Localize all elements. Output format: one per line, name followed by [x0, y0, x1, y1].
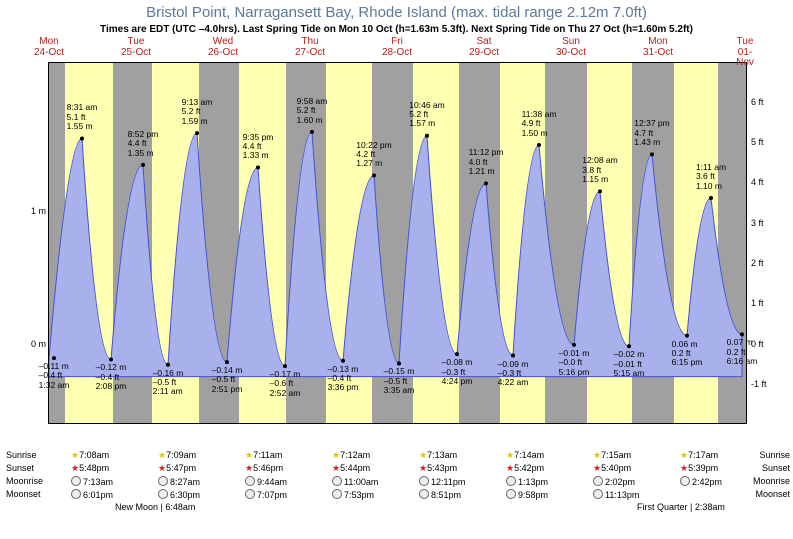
footer-cell: ★7:17am	[680, 450, 718, 461]
tide-peak-label: –0.02 m–0.01 ft5:15 am	[614, 350, 645, 378]
footer-label: Sunset	[6, 463, 34, 473]
footer-cell: ★7:08am	[71, 450, 109, 461]
footer-cell: ★5:39pm	[680, 463, 718, 474]
tide-peak-label: 9:13 am5.2 ft1.59 m	[182, 98, 213, 126]
footer-cell: 11:13pm	[593, 489, 639, 500]
tide-peak-label: –0.13 m–0.4 ft3:36 pm	[328, 365, 359, 393]
footer-row-sunset: SunsetSunset★5:48pm★5:47pm★5:46pm★5:44pm…	[48, 463, 745, 476]
chart-title: Bristol Point, Narragansett Bay, Rhode I…	[0, 4, 793, 21]
chart-subtitle: Times are EDT (UTC –4.0hrs). Last Spring…	[0, 24, 793, 35]
footer-row-sunrise: SunriseSunrise★7:08am★7:09am★7:11am★7:12…	[48, 450, 745, 463]
y-left-tick: 1 m	[16, 206, 46, 216]
date-label: Wed26-Oct	[208, 37, 238, 58]
footer-cell: 1:13pm	[506, 476, 548, 487]
footer-cell: 8:27am	[158, 476, 200, 487]
footer-cell: ★7:12am	[332, 450, 370, 461]
footer-cell: 6:30pm	[158, 489, 200, 500]
footer-cell: ★7:11am	[245, 450, 282, 461]
tide-peak-label: 10:22 pm4.2 ft1.27 m	[356, 141, 391, 169]
y-right-tick: -1 ft	[751, 379, 791, 389]
date-label: Mon24-Oct	[34, 37, 64, 58]
footer-cell: ★7:14am	[506, 450, 544, 461]
tide-peak-label: 11:12 pm4.0 ft1.21 m	[469, 148, 504, 176]
sun-moon-table: SunriseSunrise★7:08am★7:09am★7:11am★7:12…	[48, 450, 745, 516]
tide-peak-label: –0.16 m–0.5 ft2:11 am	[153, 369, 184, 397]
date-label: Tue25-Oct	[121, 37, 151, 58]
date-label: Tue01-Nov	[736, 37, 754, 69]
footer-cell: 7:07pm	[245, 489, 287, 500]
footer-cell: 11:00am	[332, 476, 378, 487]
footer-label: Moonrise	[6, 476, 43, 486]
tide-peak-label: –0.09 m–0.3 ft4:22 am	[498, 360, 529, 388]
footer-cell: 9:44am	[245, 476, 287, 487]
y-right-tick: 3 ft	[751, 218, 791, 228]
footer-cell: 7:53pm	[332, 489, 374, 500]
tide-peak-label: –0.12 m–0.4 ft2:08 pm	[96, 363, 127, 391]
tide-peak-label: –0.15 m–0.5 ft3:35 am	[384, 367, 415, 395]
footer-cell: 7:13am	[71, 476, 113, 487]
moon-phase-note: New Moon | 6:48am	[115, 502, 195, 512]
date-label: Sun30-Oct	[556, 37, 586, 58]
y-right-tick: 6 ft	[751, 97, 791, 107]
footer-label: Moonset	[6, 489, 41, 499]
footer-cell: ★7:13am	[419, 450, 457, 461]
footer-cell: ★5:48pm	[71, 463, 109, 474]
tide-peak-label: 12:08 am3.8 ft1.15 m	[582, 156, 617, 184]
tide-peak-label: 8:52 pm4.4 ft1.35 m	[128, 130, 159, 158]
tide-peak-label: 0.06 m0.2 ft6:15 pm	[672, 340, 703, 368]
footer-cell: ★7:09am	[158, 450, 196, 461]
tide-peak-label: 9:58 am5.2 ft1.60 m	[297, 97, 328, 125]
tide-peak-label: –0.17 m–0.6 ft2:52 am	[270, 370, 301, 398]
footer-cell: 2:02pm	[593, 476, 635, 487]
moon-phase-note: First Quarter | 2:38am	[637, 502, 725, 512]
tide-peak-label: 12:37 pm4.7 ft1.43 m	[634, 119, 669, 147]
footer-cell: 2:42pm	[680, 476, 722, 487]
footer-label: Sunrise	[6, 450, 37, 460]
plot-area: Mon24-OctTue25-OctWed26-OctThu27-OctFri2…	[48, 62, 747, 424]
footer-cell: 6:01pm	[71, 489, 113, 500]
footer-cell: ★5:46pm	[245, 463, 283, 474]
y-left-tick: 0 m	[16, 339, 46, 349]
footer-label: Sunset	[762, 463, 790, 473]
tide-peak-label: 0.07 m0.2 ft6:16 am	[727, 338, 758, 366]
footer-label: Moonset	[755, 489, 790, 499]
footer-cell: ★7:15am	[593, 450, 631, 461]
footer-cell: ★5:40pm	[593, 463, 631, 474]
y-right-tick: 4 ft	[751, 177, 791, 187]
footer-label: Sunrise	[759, 450, 790, 460]
footer-row-moonrise: MoonriseMoonrise7:13am8:27am9:44am11:00a…	[48, 476, 745, 489]
tide-peak-label: –0.14 m–0.5 ft2:51 pm	[212, 366, 243, 394]
footer-cell: 8:51pm	[419, 489, 461, 500]
tide-peak-label: –0.08 m–0.3 ft4:24 pm	[442, 358, 473, 386]
footer-cell: ★5:42pm	[506, 463, 544, 474]
date-label: Fri28-Oct	[382, 37, 412, 58]
date-label: Sat29-Oct	[469, 37, 499, 58]
tide-chart: Bristol Point, Narragansett Bay, Rhode I…	[0, 0, 793, 539]
footer-cell: 9:58pm	[506, 489, 548, 500]
footer-cell: 12:11pm	[419, 476, 465, 487]
y-right-tick: 5 ft	[751, 137, 791, 147]
footer-label: Moonrise	[753, 476, 790, 486]
footer-cell: ★5:47pm	[158, 463, 196, 474]
tide-peak-label: 11:38 am4.9 ft1.50 m	[522, 110, 557, 138]
tide-peak-label: 1:11 am3.6 ft1.10 m	[696, 163, 726, 191]
tide-peak-label: –0.11 m–0.4 ft1:32 am	[39, 362, 70, 390]
date-label: Thu27-Oct	[295, 37, 325, 58]
y-right-tick: 2 ft	[751, 258, 791, 268]
date-label: Mon31-Oct	[643, 37, 673, 58]
tide-peak-label: 8:31 am5.1 ft1.55 m	[67, 103, 98, 131]
footer-cell: ★5:44pm	[332, 463, 370, 474]
y-right-tick: 1 ft	[751, 298, 791, 308]
tide-peak-label: 10:46 am5.2 ft1.57 m	[409, 101, 444, 129]
tide-peak-label: 9:35 pm4.4 ft1.33 m	[243, 133, 274, 161]
tide-peak-label: –0.01 m–0.0 ft5:16 pm	[559, 349, 590, 377]
footer-cell: ★5:43pm	[419, 463, 457, 474]
footer-row-moonset: MoonsetMoonset6:01pm6:30pm7:07pm7:53pm8:…	[48, 489, 745, 502]
